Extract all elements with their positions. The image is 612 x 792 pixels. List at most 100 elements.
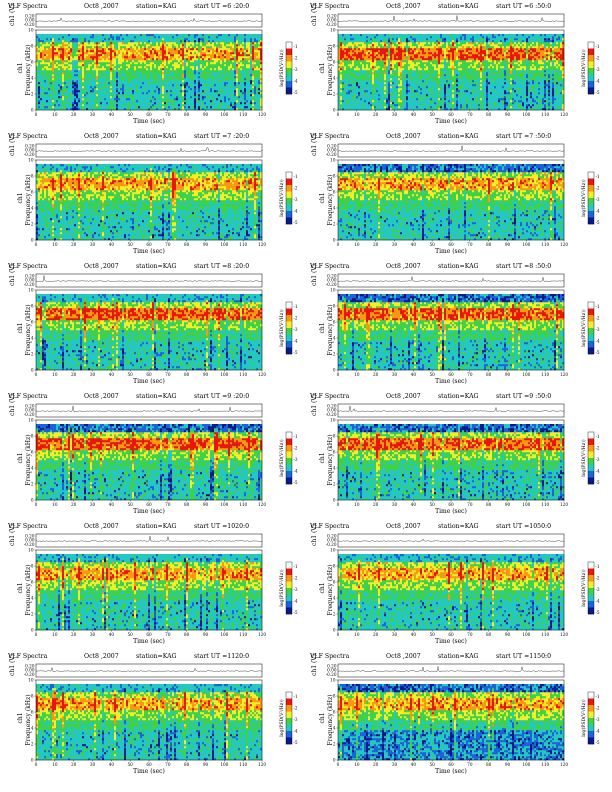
panel-station: station=KAG (136, 132, 177, 141)
waveform-tick-label: -0.20 (24, 412, 35, 417)
colorbar (285, 431, 293, 485)
waveform-tick-label: 0.20 (327, 273, 337, 278)
colorbar-tick-label: -3 (596, 717, 600, 722)
x-tick-label: 90 (203, 372, 209, 377)
colorbar-tick-label: -5 (294, 350, 298, 355)
y-tick-label: 0 (333, 498, 336, 503)
colorbar (587, 301, 595, 355)
panel-start-time: start UT =9 :50:0 (496, 392, 551, 401)
x-tick-label: 0 (337, 242, 340, 247)
panel-title: VLF Spectra (310, 652, 349, 661)
colorbar-segment (588, 458, 594, 465)
spectrogram-panel: VLF Spectra Oct8 ,2007 station=KAG start UT… (8, 392, 298, 515)
colorbar-tick-label: -3 (294, 717, 298, 722)
panel-date: Oct8 ,2007 (386, 2, 421, 11)
colorbar-tick-label: -2 (596, 576, 600, 581)
colorbar-segment (588, 198, 594, 205)
x-tick-label: 10 (354, 112, 360, 117)
waveform-line (337, 405, 565, 412)
x-tick-label: 90 (203, 242, 209, 247)
x-tick-label: 90 (203, 762, 209, 767)
colorbar-tick-label: -4 (596, 209, 600, 214)
x-tick-label: 40 (411, 112, 417, 117)
y-tick-label: 8 (333, 434, 336, 439)
colorbar-segment (588, 48, 594, 56)
x-tick-label: 80 (486, 762, 492, 767)
x-tick-label: 0 (337, 632, 340, 637)
x-tick-label: 0 (35, 632, 38, 637)
x-tick-label: 0 (35, 502, 38, 507)
x-tick-label: 80 (486, 632, 492, 637)
channel-side-label: ch1 (319, 192, 326, 203)
x-tick-label: 120 (258, 502, 266, 507)
y-tick-label: 10 (28, 548, 34, 553)
y-axis-label: Frequency (kHz) (25, 434, 32, 485)
colorbar-segment (286, 302, 292, 309)
waveform-tick-label: 0.00 (25, 538, 35, 543)
spectrogram-panel: VLF Spectra Oct8 ,2007 station=KAG start UT… (310, 132, 600, 255)
x-tick-label: 20 (71, 632, 77, 637)
colorbar-tick-label: -1 (294, 564, 298, 569)
panel-date: Oct8 ,2007 (84, 652, 119, 661)
y-tick-label: 6 (333, 450, 336, 455)
x-tick-label: 40 (411, 632, 417, 637)
x-tick-label: 120 (560, 502, 568, 507)
x-tick-label: 40 (109, 112, 115, 117)
colorbar-tick-label: -3 (596, 67, 600, 72)
panel-station: station=KAG (438, 652, 479, 661)
x-tick-label: 10 (52, 112, 58, 117)
x-tick-label: 40 (109, 632, 115, 637)
x-tick-label: 60 (146, 502, 152, 507)
x-axis-label: Time (sec) (435, 638, 467, 645)
y-tick-label: 6 (333, 190, 336, 195)
waveform-frame (35, 13, 263, 28)
colorbar (587, 431, 595, 485)
panel-date: Oct8 ,2007 (386, 652, 421, 661)
y-tick-label: 0 (31, 238, 34, 243)
colorbar-segment (286, 588, 292, 595)
x-tick-label: 10 (52, 632, 58, 637)
panel-start-time: start UT =1150:0 (496, 652, 551, 661)
x-tick-label: 60 (448, 112, 454, 117)
y-tick-label: 0 (31, 758, 34, 763)
colorbar-tick-label: -1 (294, 434, 298, 439)
colorbar-segment (286, 692, 292, 699)
x-tick-label: 110 (239, 502, 247, 507)
panel-start-time: start UT =6 :20:0 (194, 2, 249, 11)
colorbar-segment (286, 737, 292, 745)
colorbar (587, 41, 595, 95)
colorbar-segment (286, 204, 292, 212)
x-tick-label: 120 (560, 242, 568, 247)
x-tick-label: 70 (467, 112, 473, 117)
waveform-line (35, 17, 263, 22)
colorbar-segment (286, 562, 292, 569)
colorbar-frame (285, 41, 293, 95)
y-axis-label: Frequency (kHz) (327, 44, 334, 95)
colorbar-segment (286, 477, 292, 485)
colorbar-tick-label: -2 (596, 186, 600, 191)
colorbar-segment (286, 87, 292, 95)
x-tick-label: 100 (220, 112, 228, 117)
waveform-line (337, 15, 565, 23)
waveform-tick-label: 0.00 (25, 668, 35, 673)
colorbar-segment (286, 217, 292, 225)
spectrogram-cells (338, 164, 565, 241)
y-tick-label: 10 (330, 678, 336, 683)
y-tick-label: 6 (31, 450, 34, 455)
y-axis-label: Frequency (kHz) (25, 304, 32, 355)
x-tick-label: 50 (429, 502, 435, 507)
y-tick-label: 10 (330, 418, 336, 423)
panel-title: VLF Spectra (310, 392, 349, 401)
x-tick-label: 70 (467, 502, 473, 507)
colorbar-segment (588, 87, 594, 95)
waveform-tick-label: 0.00 (327, 18, 337, 23)
colorbar-tick-label: -5 (294, 740, 298, 745)
waveform-tick-label: 0.20 (327, 13, 337, 18)
x-tick-label: 110 (239, 112, 247, 117)
x-tick-label: 10 (354, 762, 360, 767)
panel-start-time: start UT =8 :20:0 (194, 262, 249, 271)
x-tick-label: 70 (165, 372, 171, 377)
